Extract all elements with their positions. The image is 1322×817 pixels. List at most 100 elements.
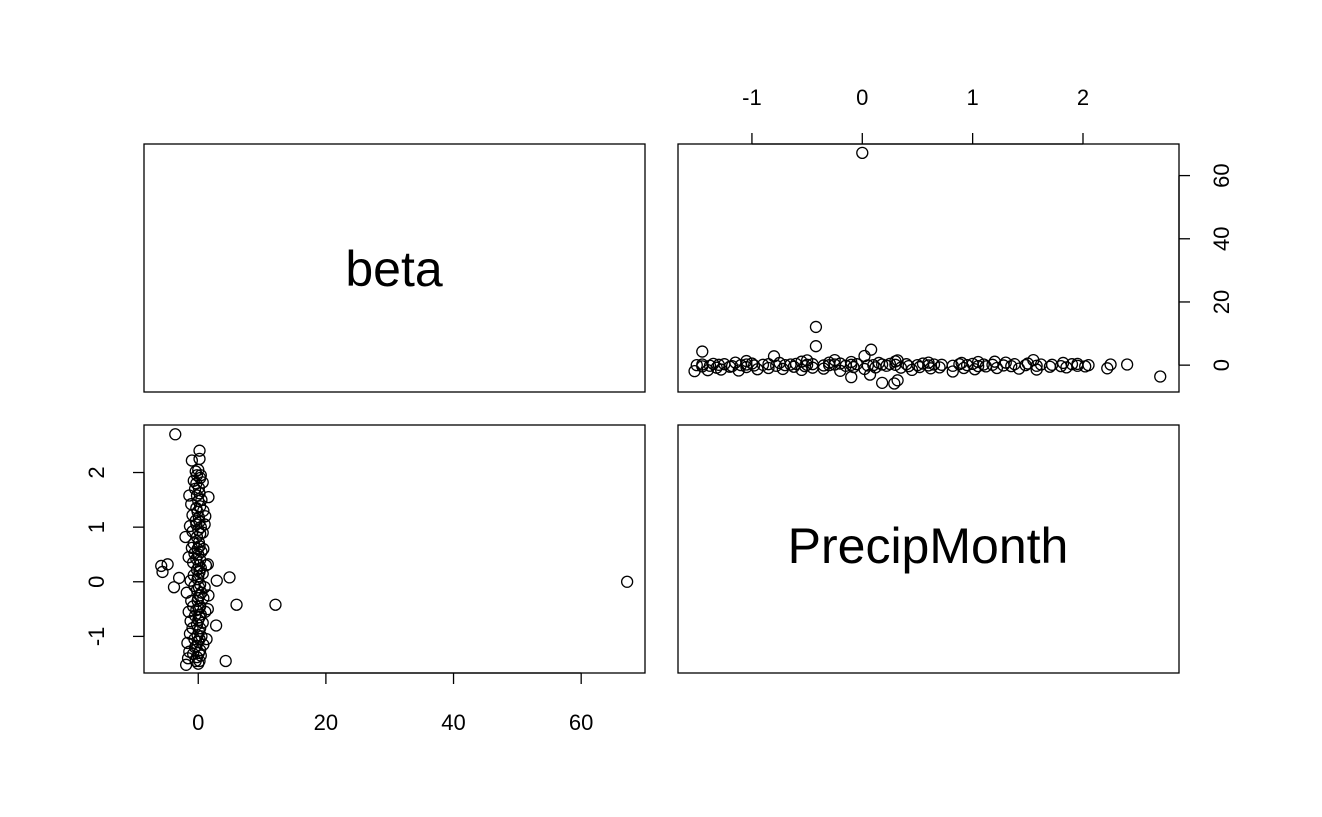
- scatter-point: [707, 357, 720, 371]
- scatter-point: [773, 356, 786, 370]
- scatter-point: [745, 357, 759, 370]
- scatter-point: [1071, 357, 1084, 371]
- panel-frame-scatter-precip-vs-beta: [677, 143, 1180, 393]
- scatter-point: [845, 355, 858, 369]
- scatter-point: [972, 355, 985, 369]
- scatter-point: [200, 632, 213, 646]
- scatter-point: [201, 602, 214, 616]
- scatter-point: [902, 359, 915, 373]
- scatter-point: [960, 358, 974, 372]
- scatter-point: [161, 558, 174, 571]
- scatter-point: [230, 598, 243, 611]
- scatter-point: [196, 567, 209, 580]
- scatter-point: [202, 589, 215, 602]
- scatter-point: [809, 340, 823, 353]
- right-y-axis-beta: 0 20 40 60: [1178, 163, 1234, 371]
- scatter-point: [1120, 358, 1134, 371]
- scatter-point: [193, 540, 206, 553]
- scatter-point: [828, 358, 841, 371]
- scatter-point: [864, 343, 878, 356]
- top-axis-tick-label: 2: [1077, 85, 1089, 110]
- scatter-point: [823, 356, 836, 369]
- scatter-point: [198, 581, 211, 594]
- diagonal-label-precipmonth: PrecipMonth: [788, 518, 1069, 574]
- scatter-point: [193, 444, 206, 457]
- scatter-point: [197, 504, 210, 517]
- scatter-points-precip-vs-beta: [688, 146, 1167, 390]
- right-axis-tick-label: 40: [1209, 227, 1234, 251]
- scatter-point: [210, 574, 223, 587]
- scatter-point: [201, 558, 214, 571]
- scatter-point: [800, 354, 814, 367]
- scatter-point: [955, 356, 968, 370]
- scatter-point: [1101, 362, 1114, 375]
- right-axis-tick-label: 0: [1209, 359, 1234, 371]
- scatter-point: [172, 571, 186, 585]
- scatter-point: [199, 559, 213, 572]
- scatter-point: [690, 358, 703, 372]
- scatter-points-beta-vs-precip: [155, 428, 634, 671]
- scatter-point: [1154, 370, 1167, 383]
- scatter-point: [916, 357, 930, 370]
- scatter-point: [1008, 358, 1021, 371]
- bottom-axis-tick-label: 20: [314, 710, 338, 735]
- top-x-axis-precipmonth: -1 0 1 2: [742, 85, 1089, 145]
- scatter-point: [922, 356, 935, 369]
- scatter-point: [1021, 357, 1034, 370]
- scatter-point: [169, 428, 182, 441]
- scatter-point: [845, 371, 858, 384]
- scatter-point: [209, 619, 223, 632]
- panel-frame-scatter-beta-vs-precip: [143, 424, 646, 674]
- scatter-point: [696, 345, 709, 358]
- diagonal-label-beta: beta: [345, 241, 443, 297]
- scatter-point: [809, 320, 823, 334]
- scatter-point: [180, 586, 193, 599]
- bottom-x-axis-beta: 0 20 40 60: [192, 672, 593, 735]
- scatter-point: [197, 542, 210, 556]
- left-axis-tick-label: 1: [84, 521, 109, 533]
- scatter-point: [712, 358, 725, 371]
- bottom-axis-tick-label: 0: [192, 710, 204, 735]
- top-axis-tick-label: 1: [967, 85, 979, 110]
- top-axis-tick-label: 0: [856, 85, 868, 110]
- scatter-point: [867, 358, 880, 372]
- scatter-point: [193, 654, 206, 668]
- left-y-axis-precipmonth: -1 0 1 2: [84, 466, 145, 646]
- scatter-point: [856, 146, 869, 159]
- top-axis-tick-label: -1: [742, 85, 762, 110]
- scatter-point: [789, 357, 803, 371]
- scatter-point: [891, 354, 904, 367]
- scatter-point: [872, 356, 885, 370]
- scatter-point: [196, 476, 209, 489]
- scatter-point: [888, 377, 901, 390]
- scatter-point: [199, 510, 212, 523]
- scatter-point: [1104, 358, 1117, 371]
- scatter-point: [740, 354, 753, 368]
- left-axis-tick-label: 0: [84, 576, 109, 588]
- scatter-point: [193, 452, 206, 466]
- scatter-point: [986, 358, 999, 371]
- scatter-point: [167, 581, 181, 594]
- scatter-point: [219, 654, 232, 668]
- scatter-point: [198, 518, 211, 531]
- scatter-point: [269, 598, 282, 611]
- scatter-point: [195, 545, 208, 558]
- scatter-point: [725, 359, 739, 373]
- scatter-point: [953, 358, 966, 371]
- left-axis-tick-label: 2: [84, 466, 109, 478]
- scatter-point: [196, 526, 209, 539]
- scatter-point: [1034, 358, 1048, 371]
- scatter-point: [770, 359, 783, 372]
- scatter-point: [194, 469, 207, 482]
- scatter-point: [795, 355, 808, 368]
- scatter-point: [199, 605, 212, 618]
- scatter-point: [850, 358, 863, 371]
- scatter-point: [193, 487, 206, 500]
- scatter-point: [891, 374, 904, 387]
- scatter-point: [828, 353, 841, 367]
- bottom-axis-tick-label: 40: [441, 710, 465, 735]
- scatter-point: [946, 365, 959, 378]
- scatter-point: [194, 520, 207, 534]
- scatter-point: [190, 489, 204, 502]
